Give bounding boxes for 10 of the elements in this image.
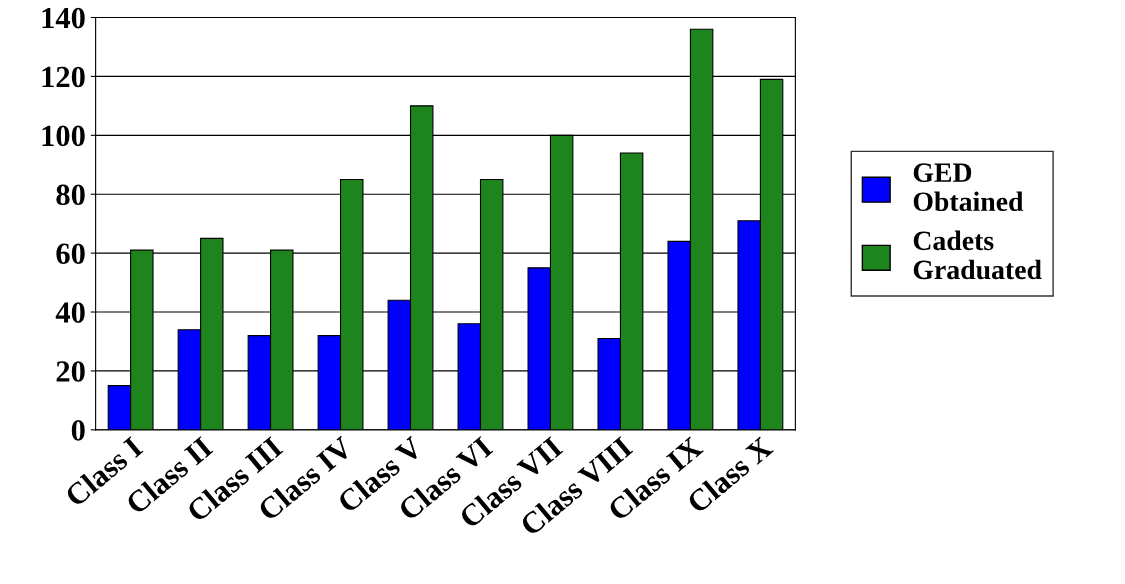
y-tick-label: 20 — [56, 361, 85, 382]
legend-label: Cadets Graduated — [913, 230, 1042, 280]
legend-label: GED Obtained — [913, 163, 1024, 212]
y-tick-label: 120 — [42, 66, 85, 88]
y-tick-label: 80 — [56, 184, 85, 206]
y-tick-label: 40 — [55, 302, 85, 323]
y-tick-label: 100 — [42, 125, 85, 147]
y-tick-label: 140 — [42, 7, 85, 29]
y-tick-label: 0 — [71, 420, 85, 441]
y-tick-label: 60 — [56, 243, 85, 265]
